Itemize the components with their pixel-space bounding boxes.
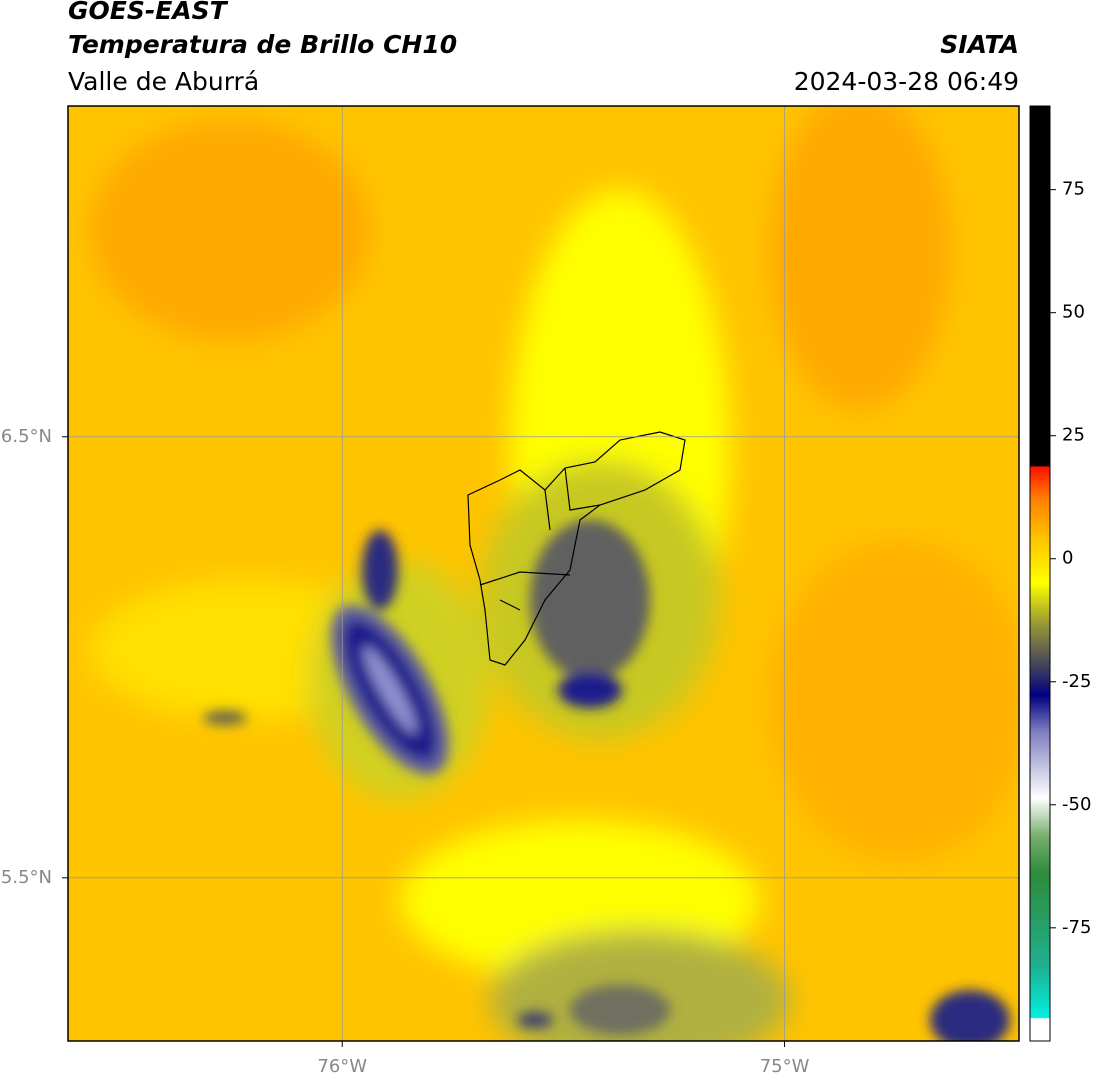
region: Valle de Aburrá xyxy=(68,67,259,96)
x-tick-label: 75°W xyxy=(760,1056,810,1077)
field xyxy=(68,106,1019,1041)
map-frame xyxy=(67,105,1020,1042)
x-tick-label: 76°W xyxy=(317,1056,367,1077)
y-tick-label: 6.5°N xyxy=(1,426,52,447)
colorbar-tick-label: 0 xyxy=(1062,548,1073,569)
colorbar-tick-label: -50 xyxy=(1062,794,1091,815)
source: SIATA xyxy=(940,30,1019,59)
colorbar-tick-label: 75 xyxy=(1062,179,1085,200)
colorbar-tick-label: -25 xyxy=(1062,671,1091,692)
colorbar-tick-label: 50 xyxy=(1062,302,1085,323)
colorbar-tick-label: 25 xyxy=(1062,425,1085,446)
colorbar-tick-label: -75 xyxy=(1062,917,1091,938)
timestamp: 2024-03-28 06:49 xyxy=(794,67,1019,96)
y-tick-label: 5.5°N xyxy=(1,867,52,888)
colorbar xyxy=(1029,105,1051,1042)
grid xyxy=(68,106,1019,1041)
title: GOES-EAST xyxy=(68,0,229,25)
subtitle: Temperatura de Brillo CH10 xyxy=(68,30,457,59)
